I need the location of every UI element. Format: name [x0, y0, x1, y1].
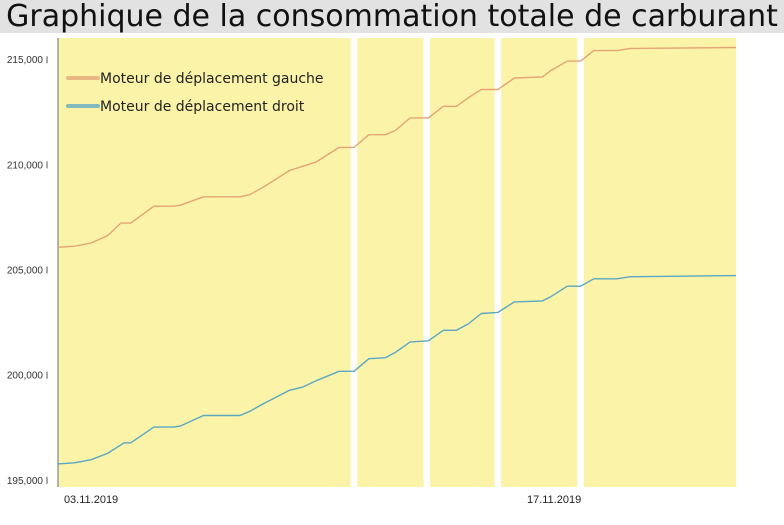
- x-tick-label: 03.11.2019: [64, 494, 118, 506]
- legend-label: Moteur de déplacement gauche: [100, 71, 324, 87]
- legend: Moteur de déplacement gauche Moteur de dé…: [66, 71, 324, 115]
- background-band-4: [583, 38, 736, 487]
- background-band-1: [357, 38, 424, 487]
- legend-label: Moteur de déplacement droit: [100, 99, 305, 115]
- background-bands: [58, 38, 736, 487]
- y-tick-label: 200,000: [7, 371, 44, 382]
- y-tick-label: 215,000: [7, 55, 44, 66]
- x-tick-label: 17.11.2019: [527, 494, 581, 506]
- y-tick-label: 205,000: [7, 266, 44, 277]
- title-bar: [0, 0, 784, 33]
- background-band-0: [58, 38, 351, 487]
- series-line-right-motor: [57, 274, 737, 465]
- chart-title: Graphique de la consommation totale de c…: [6, 0, 778, 34]
- series-line-left-motor: [57, 46, 737, 248]
- background-band-2: [430, 38, 495, 487]
- background-band-3: [501, 38, 578, 487]
- x-axis: 03.11.2019 17.11.2019: [64, 494, 581, 506]
- y-tick-label: 210,000: [7, 160, 44, 171]
- series-lines: [57, 46, 737, 465]
- y-tick-label: 195,000: [7, 476, 44, 487]
- y-axis: 195,000 200,000 205,000 210,000 215,000: [7, 38, 59, 487]
